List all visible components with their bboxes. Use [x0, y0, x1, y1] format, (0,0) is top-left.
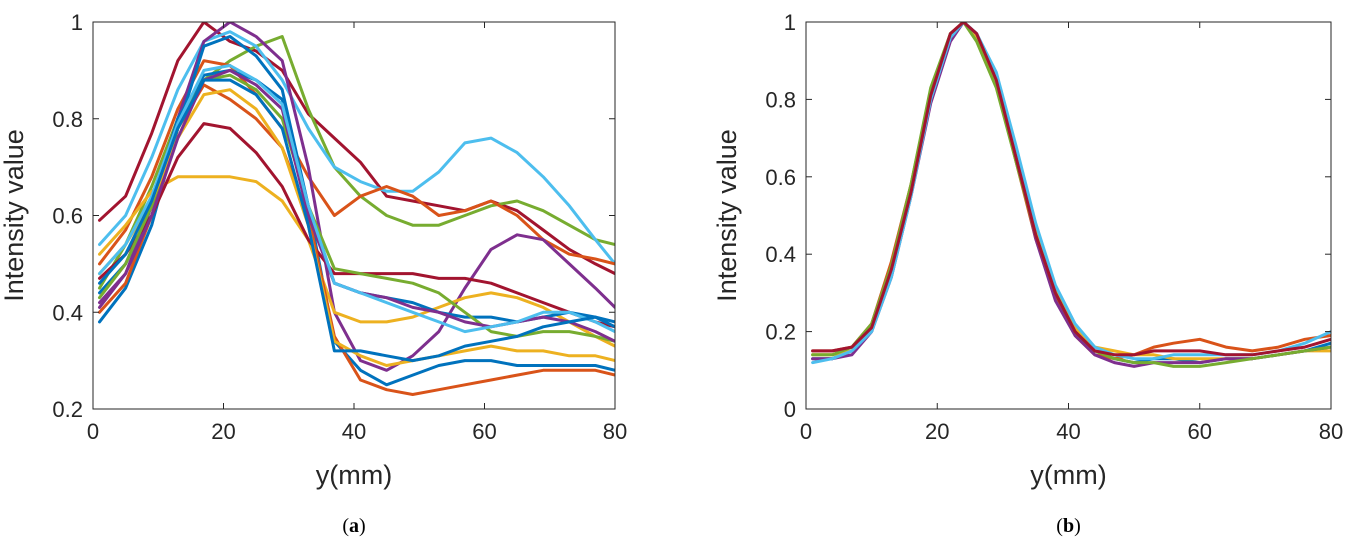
panel-a-y-axis-label: Intensity value: [0, 129, 29, 302]
panel-a-series-line-14: [98, 64, 615, 334]
panel-a-series-line-3: [98, 30, 615, 266]
panel-b-x-axis-label: y(mm): [1030, 460, 1106, 490]
panel-b-series-line-1: [811, 22, 1331, 365]
panel-a-y-tick-label: 0.8: [52, 107, 83, 132]
panel-a-series-line-6: [98, 35, 615, 387]
panel-a-x-tick-label: 20: [211, 419, 235, 444]
panel-b-y-axis-label: Intensity value: [712, 129, 742, 302]
panel-a-x-tick-label: 80: [603, 419, 627, 444]
panel-b-series: [811, 22, 1331, 368]
panel-a-series-line-12: [98, 88, 615, 367]
panel-b-series-line-7: [811, 22, 1331, 357]
panel-a-series-line-15: [98, 78, 615, 363]
panel-a-series-line-1: [98, 22, 615, 276]
panel-b-x-tick-label: 80: [1319, 419, 1343, 444]
panel-a-caption: (a): [342, 515, 365, 537]
panel-b-x-tick-label: 60: [1188, 419, 1212, 444]
panel-b-chart: 0 20 40 60 80 0 0.2 0.4 0.6 0.8 1 y(mm) Intensity …: [712, 10, 1343, 537]
panel-b-ticks: 0 20 40 60 80 0 0.2 0.4 0.6 0.8 1: [765, 10, 1343, 444]
panel-b-y-tick-label: 0: [784, 397, 796, 422]
panel-b-y-tick-label: 0.6: [765, 165, 796, 190]
panel-a-series-line-7: [98, 175, 615, 348]
panel-b-y-tick-label: 1: [784, 10, 796, 35]
panel-a-series-line-5: [98, 22, 615, 372]
panel-a-y-tick-label: 0.6: [52, 204, 83, 229]
panel-a-x-tick-label: 0: [87, 419, 99, 444]
panel-b-x-tick-label: 0: [800, 419, 812, 444]
panel-b-series-line-2: [811, 22, 1331, 361]
panel-a-y-tick-label: 0.4: [52, 300, 83, 325]
panel-a-y-tick-label: 0.2: [52, 397, 83, 422]
panel-a-x-tick-label: 40: [342, 419, 366, 444]
panel-b-x-tick-label: 20: [925, 419, 949, 444]
panel-b-series-line-3: [811, 22, 1331, 361]
panel-a-ticks: 0 20 40 60 80 0.2 0.4 0.6 0.8 1: [52, 10, 627, 444]
panel-b-x-tick-label: 40: [1056, 419, 1080, 444]
panel-a-series: [98, 22, 615, 396]
panel-a-x-tick-label: 60: [472, 419, 496, 444]
panel-b-series-line-6: [811, 22, 1331, 365]
panel-a-chart: 0 20 40 60 80 0.2 0.4 0.6 0.8 1 y(mm) Intensity v…: [0, 10, 627, 537]
panel-b-caption: (b): [1056, 515, 1080, 537]
panel-b-y-tick-label: 0.4: [765, 242, 796, 267]
panel-b-y-tick-label: 0.2: [765, 320, 796, 345]
panel-b-y-tick-label: 0.8: [765, 87, 796, 112]
panel-a-y-tick-label: 1: [71, 10, 83, 35]
panel-a-x-axis-label: y(mm): [316, 460, 392, 490]
